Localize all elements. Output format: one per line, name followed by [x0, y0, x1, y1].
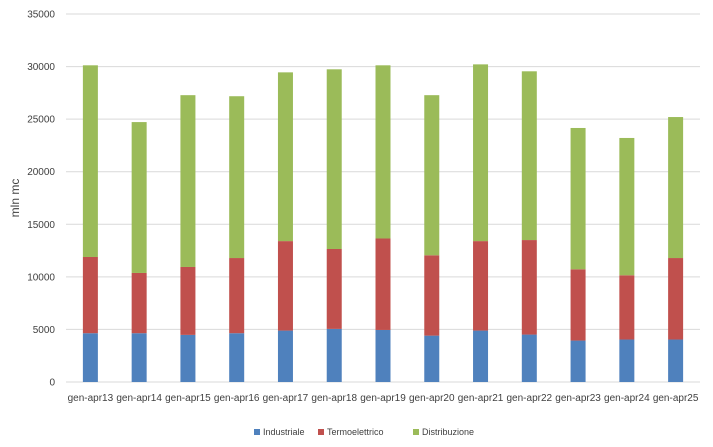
bar-segment-termoelettrico-gen-apr19 — [375, 238, 391, 330]
x-tick-label: gen-apr23 — [555, 393, 601, 404]
bar-segment-industriale-gen-apr21 — [473, 330, 489, 382]
bar-segment-distribuzione-gen-apr19 — [375, 65, 391, 239]
legend: Industriale Termoelettrico Distribuzione — [254, 427, 474, 437]
y-tick-label: 0 — [49, 378, 55, 389]
bar-segment-industriale-gen-apr16 — [229, 333, 245, 382]
x-tick-label: gen-apr15 — [165, 393, 211, 404]
bar-segment-distribuzione-gen-apr22 — [521, 71, 537, 241]
x-tick-label: gen-apr17 — [263, 393, 309, 404]
bar-segment-industriale-gen-apr14 — [131, 333, 147, 382]
bar-segment-termoelettrico-gen-apr20 — [424, 255, 440, 336]
x-tick-label: gen-apr24 — [604, 393, 650, 404]
bar-segment-industriale-gen-apr18 — [326, 328, 342, 382]
x-tick-labels: gen-apr13 gen-apr14 gen-apr15 gen-apr16 gen-… — [68, 393, 699, 404]
bar-segment-industriale-gen-apr17 — [277, 330, 293, 382]
bars — [82, 64, 684, 382]
y-tick-label: 20000 — [27, 167, 55, 178]
x-tick-label: gen-apr21 — [458, 393, 504, 404]
bar-segment-distribuzione-gen-apr15 — [180, 95, 196, 267]
bar-segment-industriale-gen-apr22 — [521, 334, 537, 382]
legend-swatch-distribuzione — [413, 429, 419, 435]
bar-segment-industriale-gen-apr20 — [424, 335, 440, 382]
bar-segment-industriale-gen-apr25 — [668, 339, 684, 382]
bar-segment-distribuzione-gen-apr18 — [326, 69, 342, 249]
legend-label: Termoelettrico — [327, 427, 384, 437]
bar-segment-distribuzione-gen-apr16 — [229, 96, 245, 259]
bar-segment-termoelettrico-gen-apr15 — [180, 266, 196, 335]
legend-label: Industriale — [263, 427, 305, 437]
bar-segment-termoelettrico-gen-apr22 — [521, 240, 537, 335]
x-tick-label: gen-apr16 — [214, 393, 260, 404]
bar-segment-termoelettrico-gen-apr18 — [326, 248, 342, 329]
bar-segment-distribuzione-gen-apr13 — [82, 65, 98, 257]
y-tick-label: 10000 — [27, 272, 55, 283]
y-tick-label: 35000 — [27, 10, 55, 21]
bar-segment-termoelettrico-gen-apr24 — [619, 275, 635, 340]
bar-segment-termoelettrico-gen-apr23 — [570, 269, 586, 341]
y-tick-label: 25000 — [27, 115, 55, 126]
x-tick-label: gen-apr25 — [653, 393, 699, 404]
bar-segment-industriale-gen-apr24 — [619, 339, 635, 382]
bar-segment-distribuzione-gen-apr25 — [668, 117, 684, 259]
x-tick-label: gen-apr19 — [360, 393, 406, 404]
x-tick-label: gen-apr20 — [409, 393, 455, 404]
bar-segment-distribuzione-gen-apr21 — [473, 64, 489, 242]
bar-segment-distribuzione-gen-apr17 — [277, 72, 293, 242]
legend-label: Distribuzione — [422, 427, 474, 437]
bar-segment-termoelettrico-gen-apr25 — [668, 258, 684, 340]
y-tick-label: 5000 — [33, 325, 56, 336]
y-tick-label: 15000 — [27, 220, 55, 231]
x-tick-label: gen-apr13 — [68, 393, 114, 404]
legend-swatch-industriale — [254, 429, 260, 435]
bar-segment-distribuzione-gen-apr24 — [619, 137, 635, 276]
x-tick-label: gen-apr18 — [311, 393, 357, 404]
bar-segment-industriale-gen-apr23 — [570, 340, 586, 382]
bar-segment-termoelettrico-gen-apr13 — [82, 256, 98, 334]
y-tick-labels: 0 5000 10000 15000 20000 25000 30000 35000 — [27, 10, 55, 389]
bar-segment-termoelettrico-gen-apr16 — [229, 258, 245, 334]
legend-swatch-termoelettrico — [318, 429, 324, 435]
bar-segment-termoelettrico-gen-apr21 — [473, 241, 489, 331]
x-tick-label: gen-apr22 — [507, 393, 553, 404]
bar-segment-distribuzione-gen-apr14 — [131, 122, 147, 273]
x-tick-label: gen-apr14 — [116, 393, 162, 404]
bar-segment-termoelettrico-gen-apr14 — [131, 272, 147, 334]
y-tick-label: 30000 — [27, 62, 55, 73]
bar-segment-industriale-gen-apr19 — [375, 329, 391, 382]
bar-segment-industriale-gen-apr13 — [82, 333, 98, 382]
bar-segment-distribuzione-gen-apr23 — [570, 127, 586, 270]
bar-segment-industriale-gen-apr15 — [180, 334, 196, 382]
bar-segment-distribuzione-gen-apr20 — [424, 95, 440, 256]
y-axis-label: mln mc — [8, 179, 22, 218]
bar-segment-termoelettrico-gen-apr17 — [277, 241, 293, 331]
